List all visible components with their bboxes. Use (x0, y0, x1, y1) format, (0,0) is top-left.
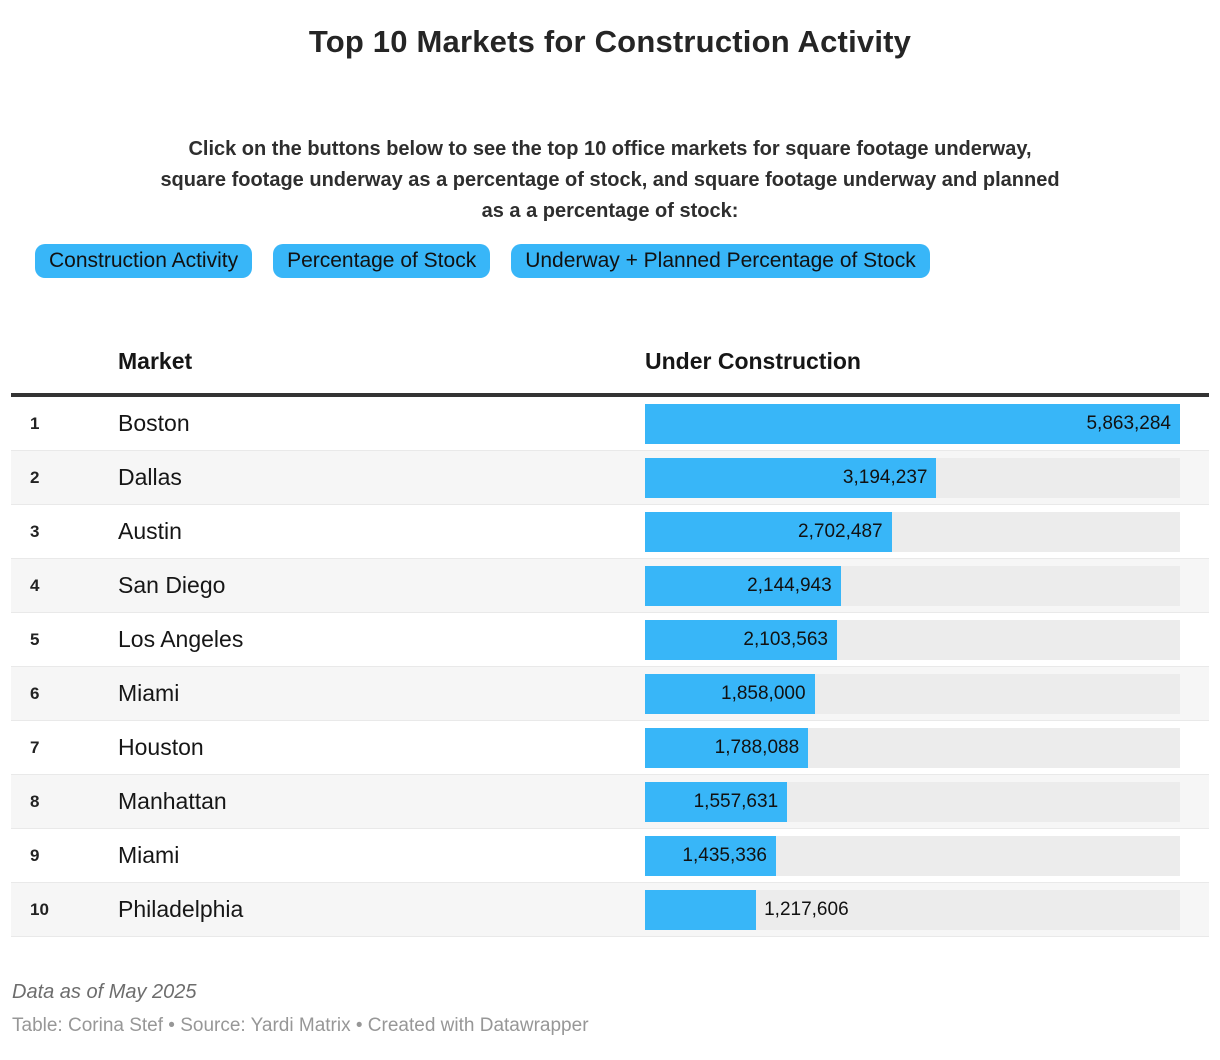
bar-fill: 1,217,606 (645, 889, 757, 930)
bar-value: 1,858,000 (721, 682, 806, 704)
table-row: 1 Boston 5,863,284 5,863,284 (11, 397, 1209, 451)
footer: Data as of May 2025 Table: Corina Stef •… (12, 981, 1220, 1037)
rank: 1 (30, 413, 40, 433)
intro-line: square footage underway as a percentage … (160, 169, 1060, 191)
bar-fill: 1,858,000 (645, 673, 815, 714)
intro-line: Click on the buttons below to see the to… (188, 138, 1032, 160)
bar-fill: 5,863,284 (645, 403, 1180, 444)
market-name: San Diego (118, 572, 226, 598)
bar-value: 2,103,563 (743, 628, 828, 650)
market-name: Philadelphia (118, 896, 244, 922)
table-row: 10 Philadelphia 1,217,606 1,217,606 (11, 883, 1209, 937)
market-name: Manhattan (118, 788, 227, 814)
credits-line: Table: Corina Stef • Source: Yardi Matri… (12, 1015, 589, 1036)
rank: 6 (30, 683, 40, 703)
data-as-of-note: Data as of May 2025 (12, 981, 197, 1003)
table-row: 7 Houston 1,788,088 1,788,088 (11, 721, 1209, 775)
view-switcher: Construction Activity Percentage of Stoc… (35, 244, 1220, 278)
bar-cell: 1,858,000 1,858,000 (645, 673, 1209, 714)
bar-value: 1,435,336 (682, 844, 767, 866)
table-header: Market Under Construction (11, 348, 1209, 393)
bar-track: 1,435,336 1,435,336 (645, 835, 1180, 876)
column-header-under-construction: Under Construction (645, 348, 861, 374)
bar-track: 1,557,631 1,557,631 (645, 781, 1180, 822)
bar-cell: 5,863,284 5,863,284 (645, 403, 1209, 444)
bar-fill: 2,702,487 (645, 511, 892, 552)
market-name: Austin (118, 518, 182, 544)
rank: 3 (30, 521, 40, 541)
bar-value: 1,788,088 (714, 736, 800, 758)
bar-cell: 2,702,487 2,702,487 (645, 511, 1209, 552)
bar-cell: 1,435,336 1,435,336 (645, 835, 1209, 876)
table-row: 3 Austin 2,702,487 2,702,487 (11, 505, 1209, 559)
bar-fill: 2,103,563 (645, 619, 837, 660)
intro-text: Click on the buttons below to see the to… (0, 134, 1220, 227)
bar-cell: 1,217,606 1,217,606 (645, 889, 1209, 930)
bar-track: 1,217,606 1,217,606 (645, 889, 1180, 930)
bar-fill: 3,194,237 (645, 457, 937, 498)
table-row: 5 Los Angeles 2,103,563 2,103,563 (11, 613, 1209, 667)
page: Top 10 Markets for Construction Activity… (0, 24, 1220, 1060)
bar-cell: 1,788,088 1,788,088 (645, 727, 1209, 768)
market-name: Miami (118, 842, 180, 868)
construction-activity-button[interactable]: Construction Activity (35, 244, 253, 278)
bar-track: 5,863,284 5,863,284 (645, 403, 1180, 444)
rank: 9 (30, 845, 40, 865)
bar-fill: 2,144,943 (645, 565, 841, 606)
rank: 7 (30, 737, 40, 757)
table-row: 8 Manhattan 1,557,631 1,557,631 (11, 775, 1209, 829)
column-header-market: Market (118, 348, 193, 374)
market-name: Los Angeles (118, 626, 244, 652)
bar-track: 3,194,237 3,194,237 (645, 457, 1180, 498)
page-title: Top 10 Markets for Construction Activity (308, 24, 912, 59)
market-name: Dallas (118, 464, 182, 490)
table-row: 6 Miami 1,858,000 1,858,000 (11, 667, 1209, 721)
bar-value: 2,702,487 (798, 520, 883, 542)
bar-cell: 1,557,631 1,557,631 (645, 781, 1209, 822)
bar-track: 1,788,088 1,788,088 (645, 727, 1180, 768)
bar-fill: 1,557,631 (645, 781, 788, 822)
rank: 8 (30, 791, 40, 811)
table-row: 4 San Diego 2,144,943 2,144,943 (11, 559, 1209, 613)
header-rule (11, 393, 1209, 397)
bar-value: 1,557,631 (693, 790, 779, 812)
bar-fill: 1,788,088 (645, 727, 809, 768)
bar-track: 1,858,000 1,858,000 (645, 673, 1180, 714)
bar-track: 2,702,487 2,702,487 (645, 511, 1180, 552)
bar-cell: 2,144,943 2,144,943 (645, 565, 1209, 606)
bar-value: 2,144,943 (747, 574, 832, 596)
bar-cell: 2,103,563 2,103,563 (645, 619, 1209, 660)
markets-table: Market Under Construction 1 Boston 5,863… (11, 348, 1209, 937)
bar-value: 1,217,606 (764, 898, 849, 920)
table-row: 2 Dallas 3,194,237 3,194,237 (11, 451, 1209, 505)
bar-track: 2,103,563 2,103,563 (645, 619, 1180, 660)
bar-value: 5,863,284 (1086, 412, 1171, 434)
bar-value: 3,194,237 (842, 466, 928, 488)
market-name: Boston (118, 410, 190, 436)
bar-track: 2,144,943 2,144,943 (645, 565, 1180, 606)
bar-cell: 3,194,237 3,194,237 (645, 457, 1209, 498)
intro-line: as a a percentage of stock: (481, 200, 739, 222)
rank: 2 (30, 467, 40, 487)
bar-fill: 1,435,336 (645, 835, 776, 876)
underway-planned-percentage-button[interactable]: Underway + Planned Percentage of Stock (511, 244, 930, 278)
table-row: 9 Miami 1,435,336 1,435,336 (11, 829, 1209, 883)
percentage-of-stock-button[interactable]: Percentage of Stock (273, 244, 491, 278)
rank: 10 (30, 899, 49, 919)
rank: 5 (30, 629, 40, 649)
rank: 4 (30, 575, 40, 595)
market-name: Miami (118, 680, 180, 706)
market-name: Houston (118, 734, 204, 760)
